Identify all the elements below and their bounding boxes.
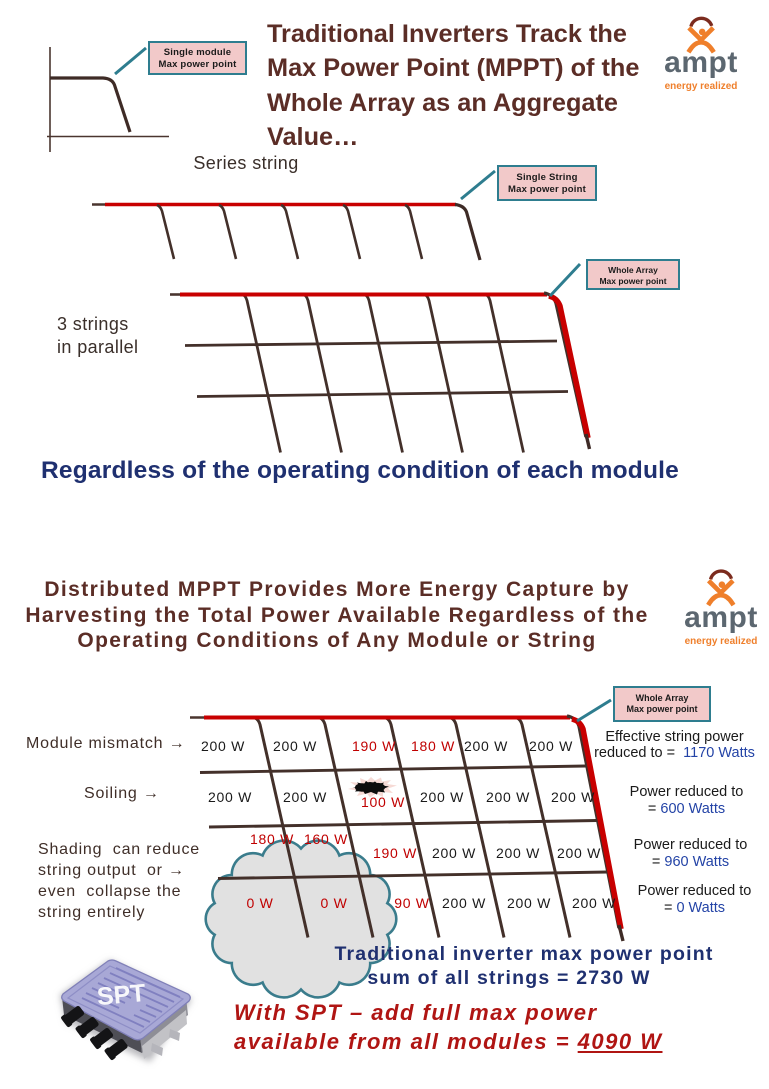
svg-text:SPT: SPT	[96, 979, 147, 1011]
